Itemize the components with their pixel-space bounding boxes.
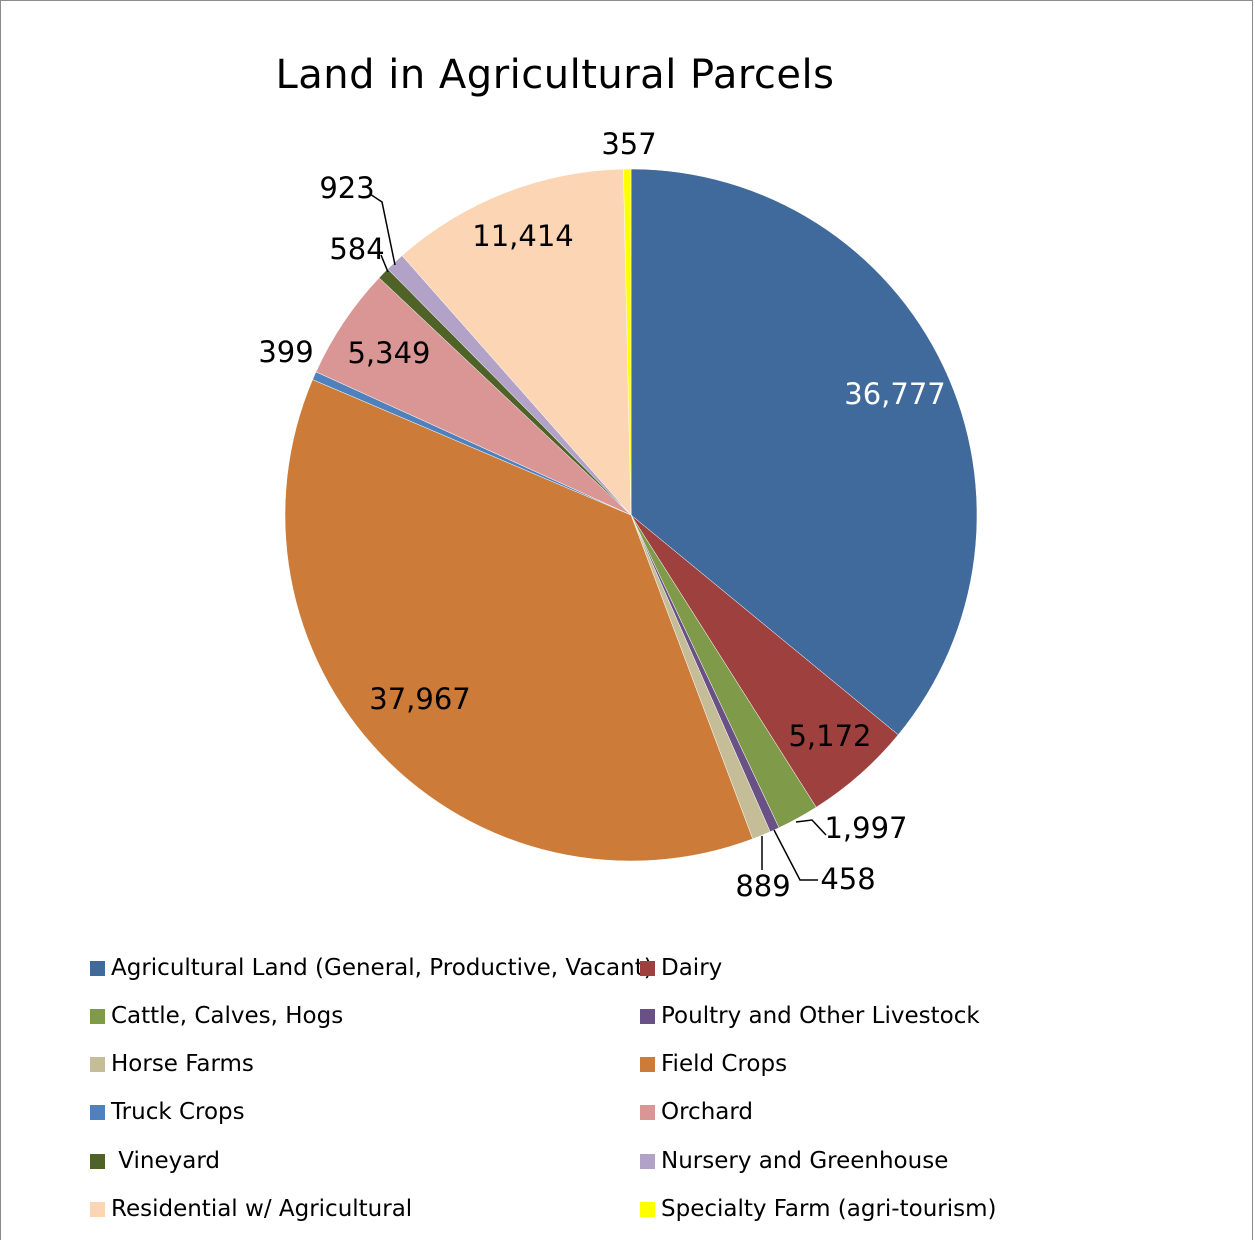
- legend-swatch: [90, 1153, 105, 1169]
- data-label: 1,997: [824, 811, 907, 845]
- pie-slice: [630, 168, 978, 736]
- pie-slice: [623, 168, 632, 516]
- pie-slice: [284, 379, 754, 862]
- data-label: 584: [329, 232, 384, 266]
- legend-swatch: [90, 1056, 105, 1072]
- legend-swatch: [90, 960, 105, 976]
- legend-label: Orchard: [661, 1099, 754, 1125]
- legend-item: Specialty Farm (agri-tourism): [640, 1194, 996, 1224]
- data-label: 923: [319, 171, 374, 205]
- legend-item: Truck Crops: [90, 1097, 245, 1127]
- legend-label: Specialty Farm (agri-tourism): [661, 1196, 997, 1222]
- legend-swatch: [640, 1008, 655, 1024]
- legend-item: Agricultural Land (General, Productive, …: [90, 953, 653, 983]
- legend-swatch: [640, 1153, 655, 1169]
- data-label: 357: [601, 127, 656, 161]
- pie-slice: [401, 168, 632, 516]
- legend-label: Dairy: [661, 955, 723, 981]
- legend-label: Field Crops: [661, 1051, 788, 1077]
- legend-swatch: [90, 1201, 105, 1217]
- leader-line: [773, 829, 818, 881]
- data-label: 5,349: [347, 336, 430, 370]
- legend-item: Dairy: [640, 953, 722, 983]
- legend-item: Nursery and Greenhouse: [640, 1146, 948, 1176]
- leader-line: [795, 819, 827, 836]
- legend-label: Horse Farms: [111, 1051, 254, 1077]
- legend-swatch: [90, 1104, 105, 1120]
- data-label: 11,414: [472, 219, 573, 253]
- legend-swatch: [640, 1201, 655, 1217]
- legend-label: Truck Crops: [111, 1099, 245, 1125]
- legend-label: Nursery and Greenhouse: [661, 1148, 949, 1174]
- data-label: 399: [258, 335, 313, 369]
- legend-item: Cattle, Calves, Hogs: [90, 1001, 343, 1031]
- legend-label: Residential w/ Agricultural: [111, 1196, 413, 1222]
- legend-item: Orchard: [640, 1097, 753, 1127]
- legend-label: Vineyard: [111, 1148, 221, 1174]
- legend-item: Poultry and Other Livestock: [640, 1001, 980, 1031]
- legend-swatch: [640, 1056, 655, 1072]
- leader-line: [380, 254, 389, 273]
- data-label: 37,967: [369, 682, 470, 716]
- legend-item: Field Crops: [640, 1049, 787, 1079]
- legend-swatch: [90, 1008, 105, 1024]
- legend-label: Poultry and Other Livestock: [661, 1003, 980, 1029]
- legend-item: Vineyard: [90, 1146, 220, 1176]
- legend-swatch: [640, 1104, 655, 1120]
- legend-item: Horse Farms: [90, 1049, 254, 1079]
- legend-item: Residential w/ Agricultural: [90, 1194, 412, 1224]
- legend-label: Cattle, Calves, Hogs: [111, 1003, 344, 1029]
- data-label: 36,777: [844, 377, 945, 411]
- data-label: 889: [735, 869, 790, 903]
- chart-title: Land in Agricultural Parcels: [275, 52, 835, 98]
- data-label: 5,172: [788, 719, 871, 753]
- data-label: 458: [820, 862, 875, 896]
- legend-swatch: [640, 960, 655, 976]
- legend-label: Agricultural Land (General, Productive, …: [111, 955, 653, 981]
- leader-line: [369, 193, 396, 266]
- pie-chart: 36,777 5,172 1,997 458 889 37,967 399 5,349 584 9…: [258, 127, 978, 903]
